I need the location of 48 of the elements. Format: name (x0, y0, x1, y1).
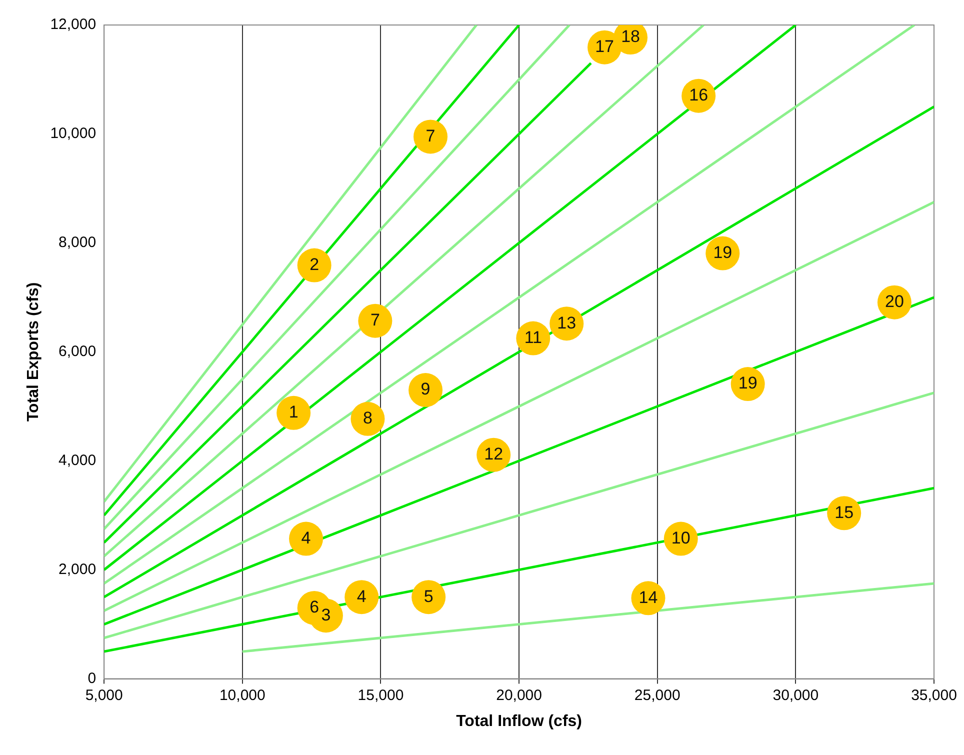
x-tick-label: 35,000 (911, 686, 957, 704)
annotation: 16 (689, 86, 708, 105)
annotation: 4 (356, 586, 366, 606)
point (408, 373, 443, 408)
point (344, 580, 379, 614)
annotation: 14 (638, 588, 658, 607)
annotation: 19 (713, 242, 732, 262)
point (358, 304, 392, 338)
annotation: 8 (362, 408, 372, 428)
x-tick-label: 25,000 (634, 686, 680, 704)
y-tick-label: 4,000 (58, 452, 96, 470)
annotation: 9 (420, 380, 430, 399)
x-axis-title: Total Inflow (cfs) (456, 712, 582, 730)
y-tick-label: 8,000 (58, 234, 96, 252)
annotation: 2 (310, 254, 320, 274)
annotation: 19 (738, 374, 758, 393)
annotation: 1 (288, 402, 298, 422)
point (297, 248, 332, 282)
x-tick-label: 10,000 (219, 686, 266, 704)
y-tick-label: 10,000 (50, 125, 96, 142)
annotation: 17 (595, 37, 614, 56)
point (276, 396, 311, 430)
y-tick-label: 12,000 (50, 16, 96, 34)
point (414, 120, 448, 154)
point (289, 522, 324, 556)
annotation: 15 (834, 502, 854, 522)
annotation: 7 (426, 126, 436, 146)
annotation: 12 (484, 444, 504, 464)
x-tick-label: 20,000 (496, 686, 542, 704)
annotation: 11 (524, 328, 542, 347)
annotation: 7 (370, 310, 380, 330)
annotation: 18 (621, 27, 640, 46)
point (350, 402, 385, 436)
annotation: 13 (557, 313, 576, 332)
annotation: 10 (671, 528, 690, 548)
annotation: 4 (301, 528, 311, 548)
annotation: 6 (310, 598, 320, 617)
x-tick-label: 5,000 (85, 686, 123, 704)
point (412, 580, 446, 614)
annotation: 5 (424, 586, 434, 606)
y-axis-title: Total Exports (cfs) (25, 282, 42, 422)
annotation: 20 (884, 292, 904, 312)
annotation: 3 (321, 605, 331, 624)
y-tick-label: 2,000 (58, 560, 96, 578)
y-tick-label: 6,000 (58, 343, 96, 360)
y-tick-label: 0 (88, 670, 96, 687)
x-tick-label: 15,000 (358, 686, 404, 704)
x-tick-label: 30,000 (772, 686, 819, 704)
